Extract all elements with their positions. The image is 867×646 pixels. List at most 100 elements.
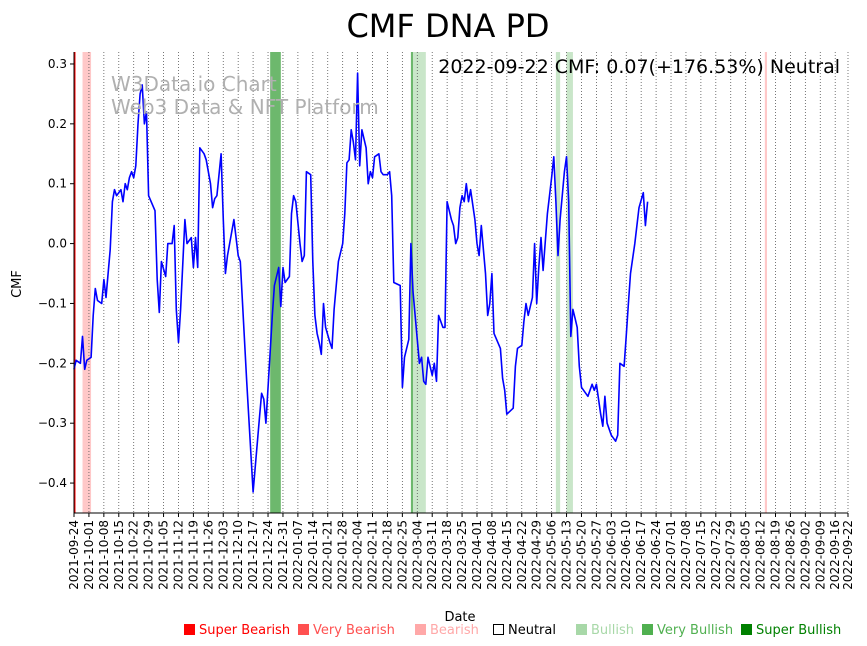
- legend-label: Very Bearish: [313, 623, 395, 638]
- latest-value-annotation: 2022-09-22 CMF: 0.07(+176.53%) Neutral: [438, 56, 840, 78]
- axes: [73, 52, 848, 514]
- legend-swatch: [184, 624, 195, 635]
- x-tick-label: 2022-08-26: [783, 520, 797, 590]
- chart-title: CMF DNA PD: [346, 7, 549, 45]
- x-tick-label: 2022-01-28: [336, 520, 350, 590]
- x-tick-label: 2022-05-27: [589, 520, 603, 590]
- x-tick-label: 2021-12-24: [261, 520, 275, 590]
- x-tick-label: 2022-06-10: [619, 520, 633, 590]
- x-tick-label: 2021-10-15: [112, 520, 126, 590]
- x-tick-label: 2022-05-20: [575, 520, 589, 590]
- x-tick-label: 2022-09-09: [813, 520, 827, 590]
- x-tick-label: 2022-06-24: [649, 520, 663, 590]
- band-bullish: [555, 52, 561, 513]
- band-bullish: [413, 52, 426, 513]
- legend-label: Super Bullish: [756, 623, 841, 638]
- x-tick-label: 2022-08-05: [739, 520, 753, 590]
- legend-item-very-bearish: Very Bearish: [298, 623, 395, 638]
- x-tick-label: 2022-04-22: [515, 520, 529, 590]
- x-tick-label: 2022-04-29: [530, 520, 544, 590]
- legend-item-super-bearish: Super Bearish: [184, 623, 290, 638]
- watermark-line-1: W3Data.io Chart: [111, 72, 277, 96]
- x-tick-label: 2022-09-22: [841, 520, 855, 590]
- x-tick-label: 2022-07-01: [664, 520, 678, 590]
- y-tick-label: −0.1: [38, 296, 67, 310]
- legend-item-neutral: Neutral: [493, 623, 556, 638]
- x-tick-label: 2021-09-24: [67, 520, 81, 590]
- x-tick-label: 2021-12-03: [216, 520, 230, 590]
- x-tick-label: 2022-02-18: [380, 520, 394, 590]
- x-tick-label: 2021-11-19: [186, 520, 200, 590]
- y-tick-label: 0.2: [48, 117, 67, 131]
- band-bearish: [764, 52, 767, 513]
- x-tick-label: 2021-10-29: [142, 520, 156, 590]
- x-tick-label: 2021-11-05: [157, 520, 171, 590]
- x-tick-label: 2022-05-06: [545, 520, 559, 590]
- x-tick-label: 2022-05-13: [560, 520, 574, 590]
- watermark-line-2: Web3 Data & NFT Platform: [111, 95, 379, 119]
- y-tick-label: 0.3: [48, 57, 67, 71]
- vertical-gridlines: [73, 52, 849, 513]
- legend-item-bullish: Bullish: [576, 623, 634, 638]
- x-axis-label: Date: [444, 610, 475, 625]
- x-tick-label: 2022-03-04: [410, 520, 424, 590]
- x-tick-label: 2022-02-25: [395, 520, 409, 590]
- y-axis-label: CMF: [10, 270, 25, 298]
- band-bearish: [82, 52, 92, 513]
- x-ticks: 2021-09-24 2021-10-01 2021-10-08 2021-10-15…: [67, 513, 855, 590]
- legend-swatch: [298, 624, 309, 635]
- legend-swatch: [741, 624, 752, 635]
- x-tick-label: 2022-02-04: [351, 520, 365, 590]
- legend-swatch: [415, 624, 426, 635]
- x-tick-label: 2021-10-01: [82, 520, 96, 590]
- x-tick-label: 2021-10-22: [127, 520, 141, 590]
- cmf-line-layer: [73, 72, 649, 493]
- x-tick-label: 2022-06-17: [634, 520, 648, 590]
- x-tick-label: 2021-12-17: [246, 520, 260, 590]
- x-tick-label: 2022-03-18: [440, 520, 454, 590]
- y-tick-label: −0.2: [38, 356, 67, 370]
- x-tick-label: 2022-06-03: [604, 520, 618, 590]
- x-tick-label: 2022-07-29: [724, 520, 738, 590]
- x-tick-label: 2022-07-08: [679, 520, 693, 590]
- x-tick-label: 2021-11-12: [172, 520, 186, 590]
- x-tick-label: 2021-12-10: [231, 520, 245, 590]
- band-super-bearish: [74, 52, 76, 513]
- y-tick-label: 0.0: [48, 237, 67, 251]
- legend-item-very-bullish: Very Bullish: [642, 623, 733, 638]
- cmf-series-line: [73, 72, 649, 493]
- legend-label: Bearish: [430, 623, 479, 638]
- x-tick-label: 2022-07-15: [694, 520, 708, 590]
- x-tick-label: 2021-10-08: [97, 520, 111, 590]
- legend-swatch: [576, 624, 587, 635]
- x-tick-label: 2021-12-31: [276, 520, 290, 590]
- x-tick-label: 2022-04-01: [470, 520, 484, 590]
- x-tick-label: 2022-02-11: [366, 520, 380, 590]
- x-tick-label: 2022-01-14: [306, 520, 320, 590]
- x-tick-label: 2022-07-22: [709, 520, 723, 590]
- x-tick-label: 2021-11-26: [201, 520, 215, 590]
- legend-swatch: [493, 624, 504, 635]
- y-tick-label: 0.1: [48, 177, 67, 191]
- legend-item-bearish: Bearish: [415, 623, 479, 638]
- y-ticks: −0.4 −0.3 −0.2 −0.1 0.0 0.1 0.2 0.3: [38, 57, 74, 490]
- x-tick-label: 2022-03-25: [455, 520, 469, 590]
- x-tick-label: 2022-08-19: [769, 520, 783, 590]
- y-tick-label: −0.3: [38, 416, 67, 430]
- y-tick-label: −0.4: [38, 476, 67, 490]
- legend-label: Super Bearish: [199, 623, 290, 638]
- x-tick-label: 2022-04-08: [485, 520, 499, 590]
- x-tick-label: 2022-01-07: [291, 520, 305, 590]
- x-tick-label: 2022-09-16: [828, 520, 842, 590]
- legend-swatch: [642, 624, 653, 635]
- sentiment-bands: [74, 52, 767, 513]
- legend-item-super-bullish: Super Bullish: [741, 623, 841, 638]
- legend-label: Bullish: [591, 623, 634, 638]
- x-tick-label: 2022-01-21: [321, 520, 335, 590]
- x-tick-label: 2022-09-02: [798, 520, 812, 590]
- x-tick-label: 2022-04-15: [500, 520, 514, 590]
- legend: Super Bearish Very Bearish Bearish Neutral B…: [184, 623, 841, 638]
- legend-label: Neutral: [508, 623, 556, 638]
- legend-label: Very Bullish: [657, 623, 733, 638]
